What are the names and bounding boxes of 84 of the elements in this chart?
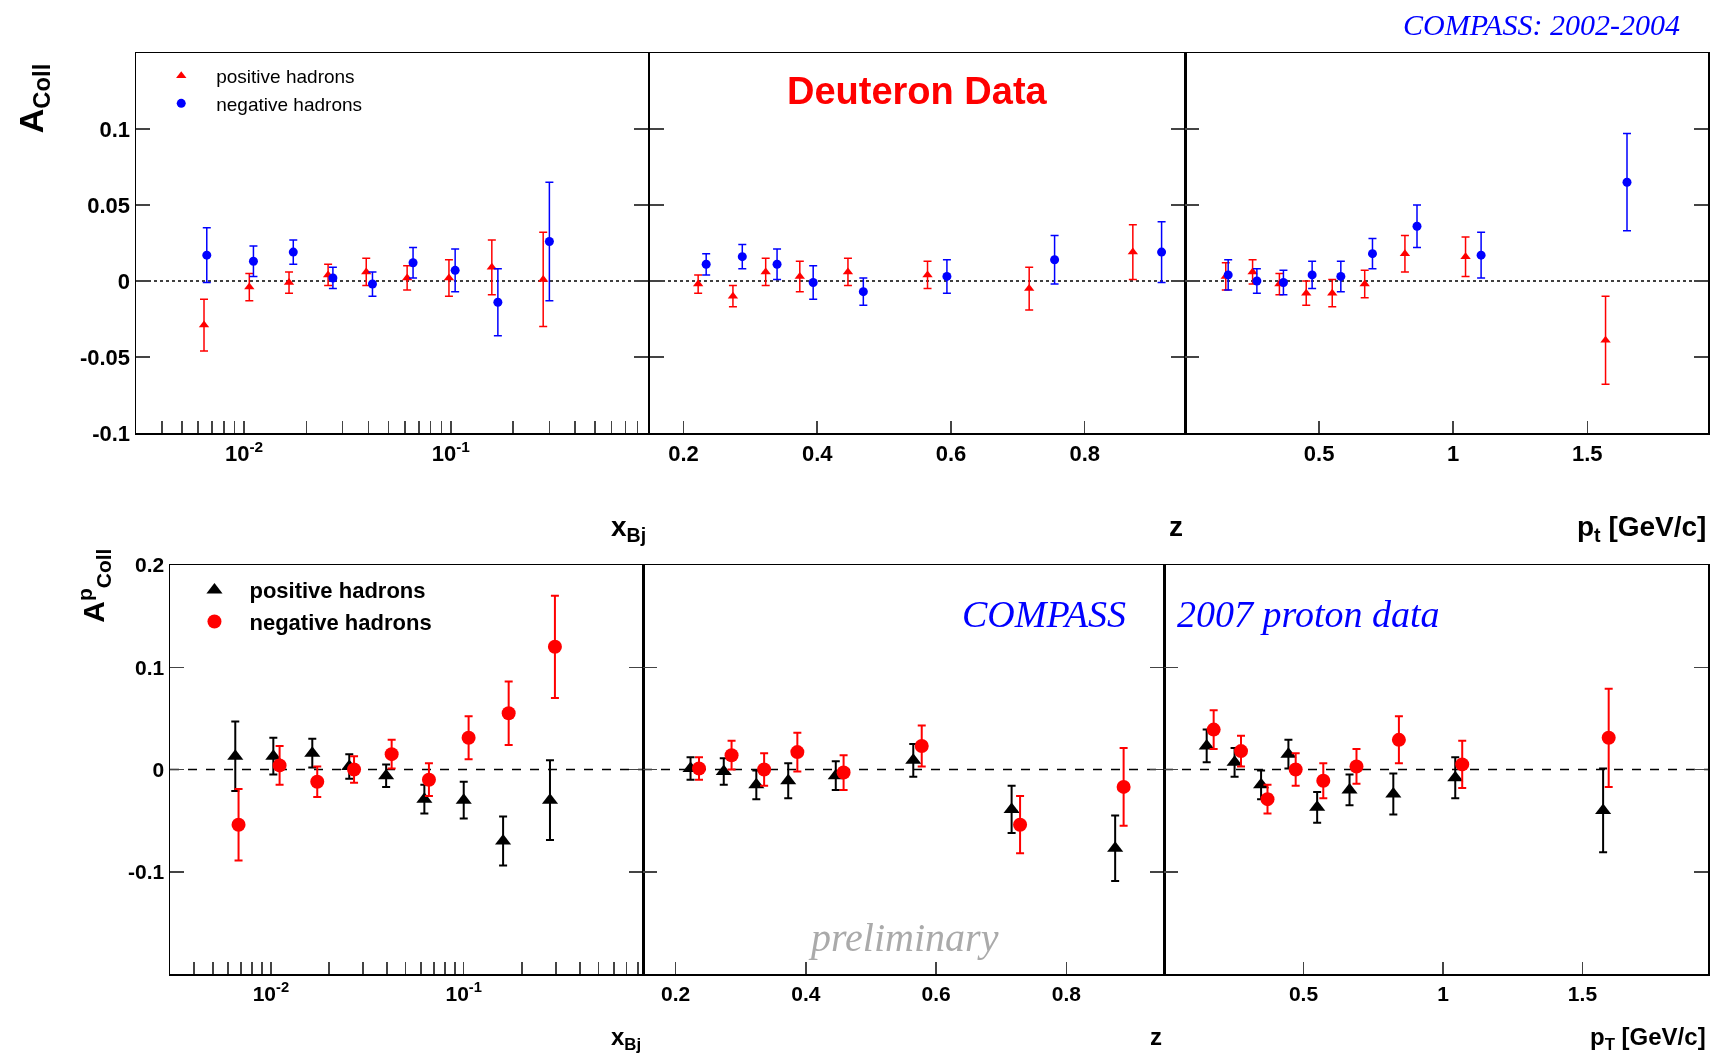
point — [808, 278, 818, 288]
y-tick-label: -0.05 — [79, 344, 131, 370]
point — [1288, 762, 1303, 777]
x-tick-label: 0.6 — [921, 981, 951, 1005]
x-tick-label: 1.5 — [1567, 981, 1598, 1005]
point — [772, 259, 782, 269]
point — [1391, 732, 1406, 747]
point — [914, 738, 929, 753]
annotation: 2007 proton data — [1177, 593, 1440, 635]
point — [1206, 722, 1221, 737]
point — [1341, 782, 1358, 794]
x-tick-label: 10$^{-2}$ — [224, 437, 264, 466]
y-tick-label: 0.2 — [135, 553, 165, 577]
x-tick-label: 0.6 — [935, 440, 967, 466]
point — [1116, 779, 1131, 794]
x-tick-label: 0.2 — [668, 440, 699, 466]
point — [1316, 773, 1331, 788]
annotation: preliminary — [808, 915, 999, 960]
point — [1476, 250, 1486, 260]
point — [1252, 276, 1262, 286]
point — [780, 773, 797, 785]
point — [1367, 249, 1377, 259]
point — [1412, 221, 1422, 231]
x-axis-title: x$_{Bj}$ — [611, 511, 647, 546]
annotation: COMPASS — [962, 593, 1126, 635]
point — [1013, 817, 1028, 832]
y-tick-label: -0.1 — [128, 860, 165, 884]
x-tick-label: 1 — [1447, 440, 1460, 466]
x-tick-label: 10$^{-2}$ — [252, 978, 290, 1005]
point — [737, 252, 747, 262]
x-axis-title: z — [1150, 1023, 1162, 1050]
legend-label: negative hadrons — [249, 610, 432, 636]
point — [942, 271, 952, 281]
x-tick-label: 0.4 — [791, 981, 821, 1005]
y-tick-label: 0.1 — [99, 116, 131, 142]
point — [858, 287, 868, 297]
x-tick-label: 0.2 — [660, 981, 691, 1005]
x-tick-label: 10$^{-1}$ — [431, 437, 471, 466]
text: COMPASS: 2002-2004 — [1403, 8, 1680, 41]
x-tick-label: 1 — [1437, 981, 1450, 1005]
point — [1447, 770, 1464, 782]
legend-label: positive hadrons — [216, 66, 355, 88]
y-tick-label: -0.1 — [92, 420, 131, 446]
point — [1260, 792, 1275, 807]
point — [1600, 335, 1611, 343]
point — [1349, 759, 1364, 774]
point — [1359, 279, 1370, 287]
y-tick-label: 0 — [117, 268, 131, 294]
x-axis-title: p$_{t}$ [GeV/c] — [1577, 511, 1707, 546]
legend-label: negative hadrons — [216, 93, 363, 115]
x-axis-title: z — [1169, 511, 1183, 542]
legend-label: positive hadrons — [249, 578, 426, 604]
point — [1601, 730, 1616, 745]
y-tick-label: 0.1 — [135, 655, 165, 679]
y-tick-label: 0 — [152, 757, 165, 781]
point — [1622, 177, 1632, 187]
point — [790, 745, 805, 760]
point — [692, 761, 707, 776]
x-tick-label: 0.5 — [1303, 440, 1335, 466]
point — [757, 762, 772, 777]
point — [724, 748, 739, 763]
x-tick-label: 10$^{-1}$ — [445, 978, 482, 1005]
point — [1234, 744, 1248, 759]
point — [1307, 270, 1317, 280]
point — [1157, 247, 1167, 257]
annotation: Deuteron Data — [787, 70, 1048, 112]
point — [715, 764, 732, 776]
point — [836, 765, 851, 780]
point — [701, 259, 711, 269]
point — [1455, 757, 1470, 772]
x-tick-label: 0.5 — [1288, 981, 1319, 1005]
x-tick-label: 0.4 — [801, 440, 834, 466]
x-axis-title: p$_{T}$ [GeV/c] — [1590, 1023, 1706, 1055]
x-tick-label: 0.8 — [1069, 440, 1100, 466]
x-axis-title: x$_{Bj}$ — [611, 1023, 642, 1055]
point — [1050, 255, 1060, 265]
point — [1278, 278, 1288, 288]
y-tick-label: 0.05 — [87, 192, 131, 218]
x-tick-label: 1.5 — [1572, 440, 1603, 466]
point — [760, 267, 771, 275]
point — [1336, 271, 1346, 281]
point — [922, 270, 933, 278]
x-tick-label: 0.8 — [1051, 981, 1082, 1005]
point — [794, 271, 805, 279]
